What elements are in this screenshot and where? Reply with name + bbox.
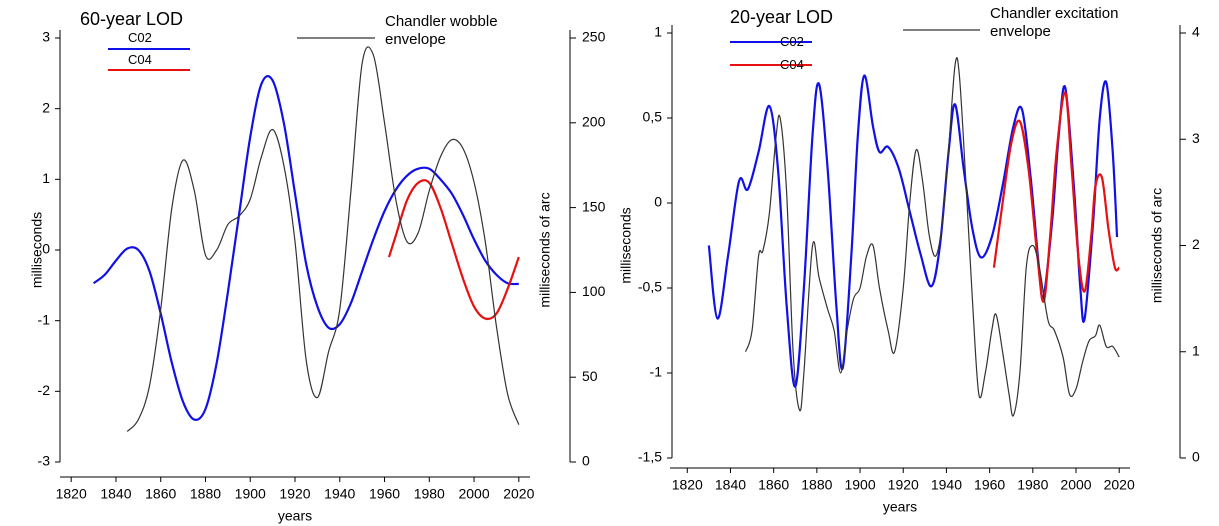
series-line bbox=[92, 75, 519, 421]
x-tick-label: 2000 bbox=[1060, 477, 1091, 493]
series-line bbox=[745, 57, 1120, 417]
y-tick-label: 1 bbox=[654, 24, 662, 40]
y2-tick-label: 3 bbox=[1192, 130, 1200, 146]
x-tick-label: 1880 bbox=[190, 486, 221, 502]
y-tick-label: 0 bbox=[654, 194, 662, 210]
y2-tick-label: 200 bbox=[582, 114, 606, 130]
legend-label: Chandler excitation envelope bbox=[990, 5, 1119, 40]
y2-tick-label: 250 bbox=[582, 29, 606, 45]
x-tick-label: 1820 bbox=[672, 477, 703, 493]
x-tick-label: 1880 bbox=[801, 477, 832, 493]
series-line bbox=[992, 91, 1121, 303]
x-tick-label: 1980 bbox=[1017, 477, 1048, 493]
y-tick-label: -1 bbox=[650, 364, 663, 380]
y-tick-label: 3 bbox=[42, 29, 50, 45]
y-tick-label: 1 bbox=[42, 170, 50, 186]
y-tick-label: 2 bbox=[42, 99, 50, 115]
y-tick-label: -1 bbox=[38, 311, 51, 327]
y2-axis-label: milliseconds of arc bbox=[537, 192, 553, 307]
x-tick-label: 1960 bbox=[369, 486, 400, 502]
y-tick-label: -3 bbox=[38, 453, 51, 469]
series-line bbox=[126, 46, 520, 432]
y2-axis-label: milliseconds of arc bbox=[1149, 188, 1165, 303]
x-tick-label: 2020 bbox=[503, 486, 534, 502]
y2-tick-label: 2 bbox=[1192, 236, 1200, 252]
y2-tick-label: 50 bbox=[582, 368, 598, 384]
legend-label: C04 bbox=[128, 52, 152, 67]
x-axis-label: years bbox=[278, 508, 312, 524]
y2-tick-label: 0 bbox=[1192, 449, 1200, 465]
y2-tick-label: 150 bbox=[582, 198, 606, 214]
legend-label: C02 bbox=[780, 34, 804, 49]
chart-title: 60-year LOD bbox=[80, 9, 183, 29]
x-tick-label: 1980 bbox=[414, 486, 445, 502]
x-tick-label: 2000 bbox=[458, 486, 489, 502]
y-tick-label: 0 bbox=[42, 241, 50, 257]
y-tick-label: 0,5 bbox=[643, 109, 663, 125]
x-axis-label: years bbox=[883, 499, 917, 515]
y-axis-label: milliseconds bbox=[618, 207, 634, 283]
x-tick-label: 1900 bbox=[235, 486, 266, 502]
y-tick-label: -0,5 bbox=[638, 279, 662, 295]
y2-tick-label: 1 bbox=[1192, 342, 1200, 358]
legend-label: C04 bbox=[780, 57, 804, 72]
series-line bbox=[387, 179, 520, 321]
x-tick-label: 1840 bbox=[100, 486, 131, 502]
legend-label: Chandler wobble envelope bbox=[385, 13, 498, 48]
x-tick-label: 1920 bbox=[279, 486, 310, 502]
y-tick-label: -1,5 bbox=[638, 449, 662, 465]
x-tick-label: 1940 bbox=[324, 486, 355, 502]
x-tick-label: 2020 bbox=[1104, 477, 1135, 493]
x-tick-label: 1860 bbox=[758, 477, 789, 493]
x-tick-label: 1900 bbox=[844, 477, 875, 493]
y-axis-label: milliseconds bbox=[29, 212, 45, 288]
x-tick-label: 1860 bbox=[145, 486, 176, 502]
chart-title: 20-year LOD bbox=[730, 7, 833, 27]
x-tick-label: 1940 bbox=[931, 477, 962, 493]
x-tick-label: 1960 bbox=[974, 477, 1005, 493]
y2-tick-label: 0 bbox=[582, 453, 590, 469]
x-tick-label: 1840 bbox=[715, 477, 746, 493]
y2-tick-label: 100 bbox=[582, 283, 606, 299]
y2-tick-label: 4 bbox=[1192, 24, 1200, 40]
x-tick-label: 1920 bbox=[888, 477, 919, 493]
x-tick-label: 1820 bbox=[56, 486, 87, 502]
legend-label: C02 bbox=[128, 30, 152, 45]
series-line bbox=[707, 74, 1119, 388]
y-tick-label: -2 bbox=[38, 382, 51, 398]
